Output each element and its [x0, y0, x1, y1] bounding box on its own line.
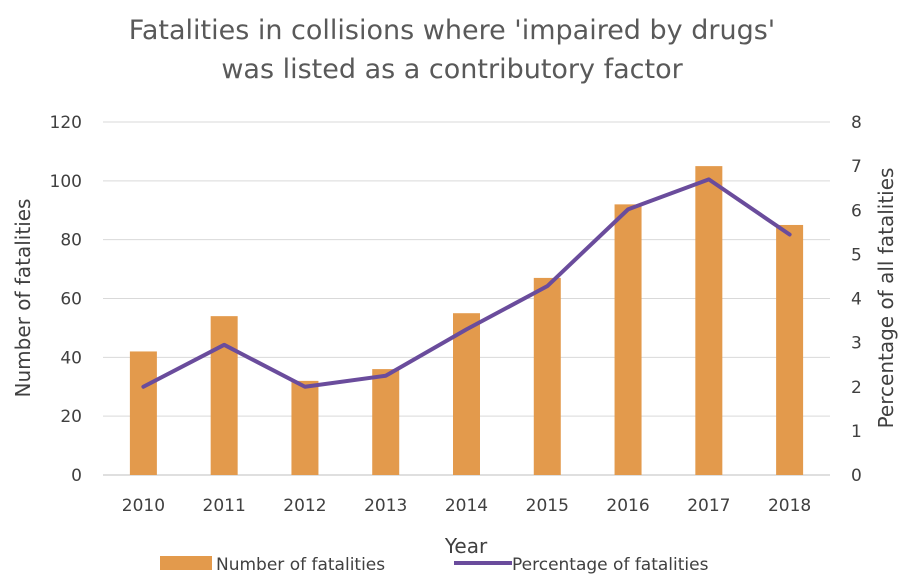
y2-tick-label: 8 [851, 113, 862, 133]
x-axis-label: Year [444, 534, 488, 558]
bar [453, 313, 480, 475]
legend-swatch-bars [160, 556, 212, 570]
y2-tick-label: 1 [851, 422, 862, 442]
line-series [141, 177, 792, 389]
y2-tick-label: 2 [851, 378, 862, 398]
series-line [141, 177, 792, 389]
legend: Number of fatalities Percentage of fatal… [160, 555, 709, 575]
chart-title: Fatalities in collisions where 'impaired… [129, 15, 775, 85]
legend-label-line: Percentage of fatalities [512, 555, 709, 575]
bar [695, 166, 723, 475]
chart-title-line-2: was listed as a contributory factor [221, 54, 683, 85]
x-tick-label: 2011 [203, 496, 246, 516]
x-tick-label: 2017 [687, 496, 730, 516]
bar [210, 316, 238, 475]
bar [533, 277, 561, 475]
x-tick-label: 2014 [445, 496, 488, 516]
bar [614, 204, 642, 475]
x-tick-label: 2012 [283, 496, 326, 516]
x-tick-label: 2016 [606, 496, 649, 516]
y2-tick-label: 3 [851, 334, 862, 354]
tick-labels: 0 20 40 60 80 100 120 0 1 2 3 4 5 6 7 8 2010 2011 2012 2013… [50, 113, 862, 516]
x-tick-label: 2013 [364, 496, 407, 516]
bar-series [129, 166, 804, 475]
y-tick-label: 120 [50, 113, 82, 133]
y2-axis-label: Percentage of all fatalities [874, 168, 898, 429]
y-axis-label: Number of fatalities [11, 199, 35, 398]
y-tick-label: 60 [60, 290, 82, 310]
y-tick-label: 80 [60, 231, 82, 251]
x-tick-label: 2018 [768, 496, 811, 516]
x-tick-label: 2010 [122, 496, 165, 516]
y2-tick-label: 0 [851, 466, 862, 486]
y-tick-label: 40 [60, 348, 82, 368]
bar [129, 351, 157, 475]
y2-tick-label: 5 [851, 245, 862, 265]
y2-tick-label: 6 [851, 201, 862, 221]
y-tick-label: 100 [50, 172, 82, 192]
bar [776, 224, 804, 475]
x-tick-label: 2015 [526, 496, 569, 516]
y-tick-label: 0 [71, 466, 82, 486]
bar [291, 380, 319, 475]
legend-label-bars: Number of fatalities [216, 555, 385, 575]
y-tick-label: 20 [60, 407, 82, 427]
y2-tick-label: 7 [851, 157, 862, 177]
bar [372, 369, 400, 475]
chart-title-line-1: Fatalities in collisions where 'impaired… [129, 15, 775, 46]
y2-tick-label: 4 [851, 290, 862, 310]
